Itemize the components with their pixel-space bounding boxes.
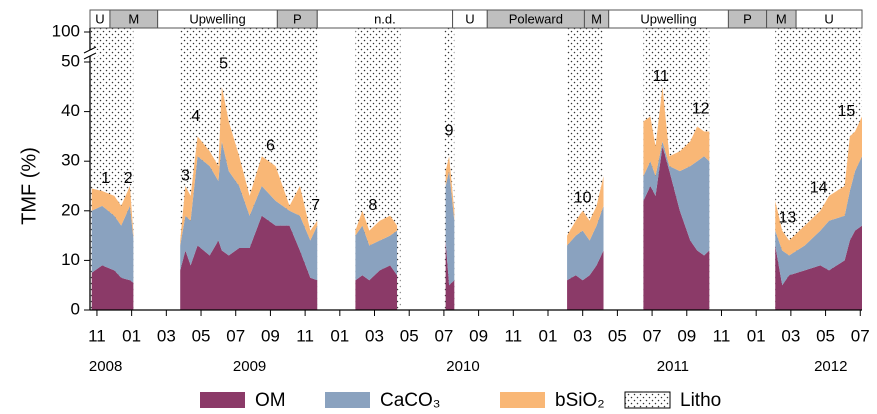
annotation: 8 <box>368 197 377 214</box>
year-label: 2011 <box>657 358 689 375</box>
year-label: 2012 <box>814 358 847 375</box>
x-tick-label: 05 <box>816 326 835 345</box>
x-tick-label: 01 <box>330 326 349 345</box>
legend-swatch <box>500 392 545 408</box>
x-tick-label: 03 <box>365 326 384 345</box>
y-tick-label: 10 <box>61 250 80 269</box>
season-label: Poleward <box>509 11 563 26</box>
area <box>91 146 862 310</box>
legend-label: CaCO₃ <box>380 390 441 411</box>
season-label: M <box>128 11 139 26</box>
annotation: 15 <box>837 103 855 120</box>
season-label: M <box>591 11 602 26</box>
area <box>91 86 862 256</box>
season-label: U <box>95 11 104 26</box>
x-tick-label: 11 <box>504 326 522 345</box>
y-axis-label: TMF (%) <box>18 147 40 225</box>
legend-label: bSiO₂ <box>555 390 605 411</box>
x-tick-label: 11 <box>713 326 731 345</box>
year-label: 2010 <box>446 358 479 375</box>
x-tick-label: 07 <box>226 326 245 345</box>
x-tick-label: 03 <box>157 326 176 345</box>
annotation: 14 <box>810 180 828 197</box>
annotation: 1 <box>101 170 110 187</box>
x-tick-label: 11 <box>296 326 314 345</box>
x-tick-label: 09 <box>677 326 696 345</box>
x-tick-label: 03 <box>573 326 592 345</box>
x-tick-label: 07 <box>643 326 662 345</box>
y-tick-label: 50 <box>61 51 80 70</box>
legend-label: Litho <box>680 390 721 411</box>
season-label: P <box>293 11 302 26</box>
annotation: 5 <box>219 56 228 73</box>
annotation: 7 <box>311 197 320 214</box>
x-tick-label: 11 <box>88 326 106 345</box>
x-tick-label: 05 <box>608 326 627 345</box>
y-tick-label: 0 <box>71 299 80 318</box>
x-tick-label: 01 <box>122 326 141 345</box>
x-tick-label: 05 <box>400 326 419 345</box>
x-tick-label: 09 <box>469 326 488 345</box>
legend-swatch <box>325 392 370 408</box>
x-tick-label: 01 <box>747 326 766 345</box>
annotation: 13 <box>779 209 797 226</box>
y-tick-label: 100 <box>52 21 80 40</box>
x-tick-label: 07 <box>434 326 453 345</box>
axis-break-mark <box>83 46 97 54</box>
season-label: U <box>465 11 474 26</box>
annotation: 12 <box>692 100 710 117</box>
legend-swatch <box>200 392 245 408</box>
x-tick-label: 07 <box>851 326 870 345</box>
season-label: P <box>743 11 752 26</box>
legend-swatch <box>624 391 671 409</box>
annotation: 2 <box>124 170 133 187</box>
annotation: 11 <box>652 68 669 85</box>
annotation: 4 <box>191 108 200 125</box>
year-label: 2009 <box>233 358 266 375</box>
season-label: U <box>824 11 833 26</box>
y-tick-label: 40 <box>61 101 80 120</box>
y-tick-label: 30 <box>61 151 80 170</box>
annotation: 6 <box>266 138 275 155</box>
season-label: Upwelling <box>640 11 696 26</box>
x-tick-label: 01 <box>539 326 558 345</box>
x-tick-label: 05 <box>192 326 211 345</box>
annotation: 9 <box>445 123 454 140</box>
season-label: n.d. <box>374 11 396 26</box>
season-label: Upwelling <box>189 11 245 26</box>
y-tick-label: 20 <box>61 200 80 219</box>
annotation: 10 <box>574 190 592 207</box>
axis-break-gap <box>82 50 98 56</box>
season-segment <box>795 9 863 29</box>
x-tick-label: 03 <box>781 326 800 345</box>
axis-break-mark <box>83 52 97 60</box>
season-label: M <box>776 11 787 26</box>
annotation: 3 <box>181 167 190 184</box>
area <box>91 141 862 286</box>
year-label: 2008 <box>89 358 122 375</box>
legend-label: OM <box>255 390 286 411</box>
x-tick-label: 09 <box>261 326 280 345</box>
